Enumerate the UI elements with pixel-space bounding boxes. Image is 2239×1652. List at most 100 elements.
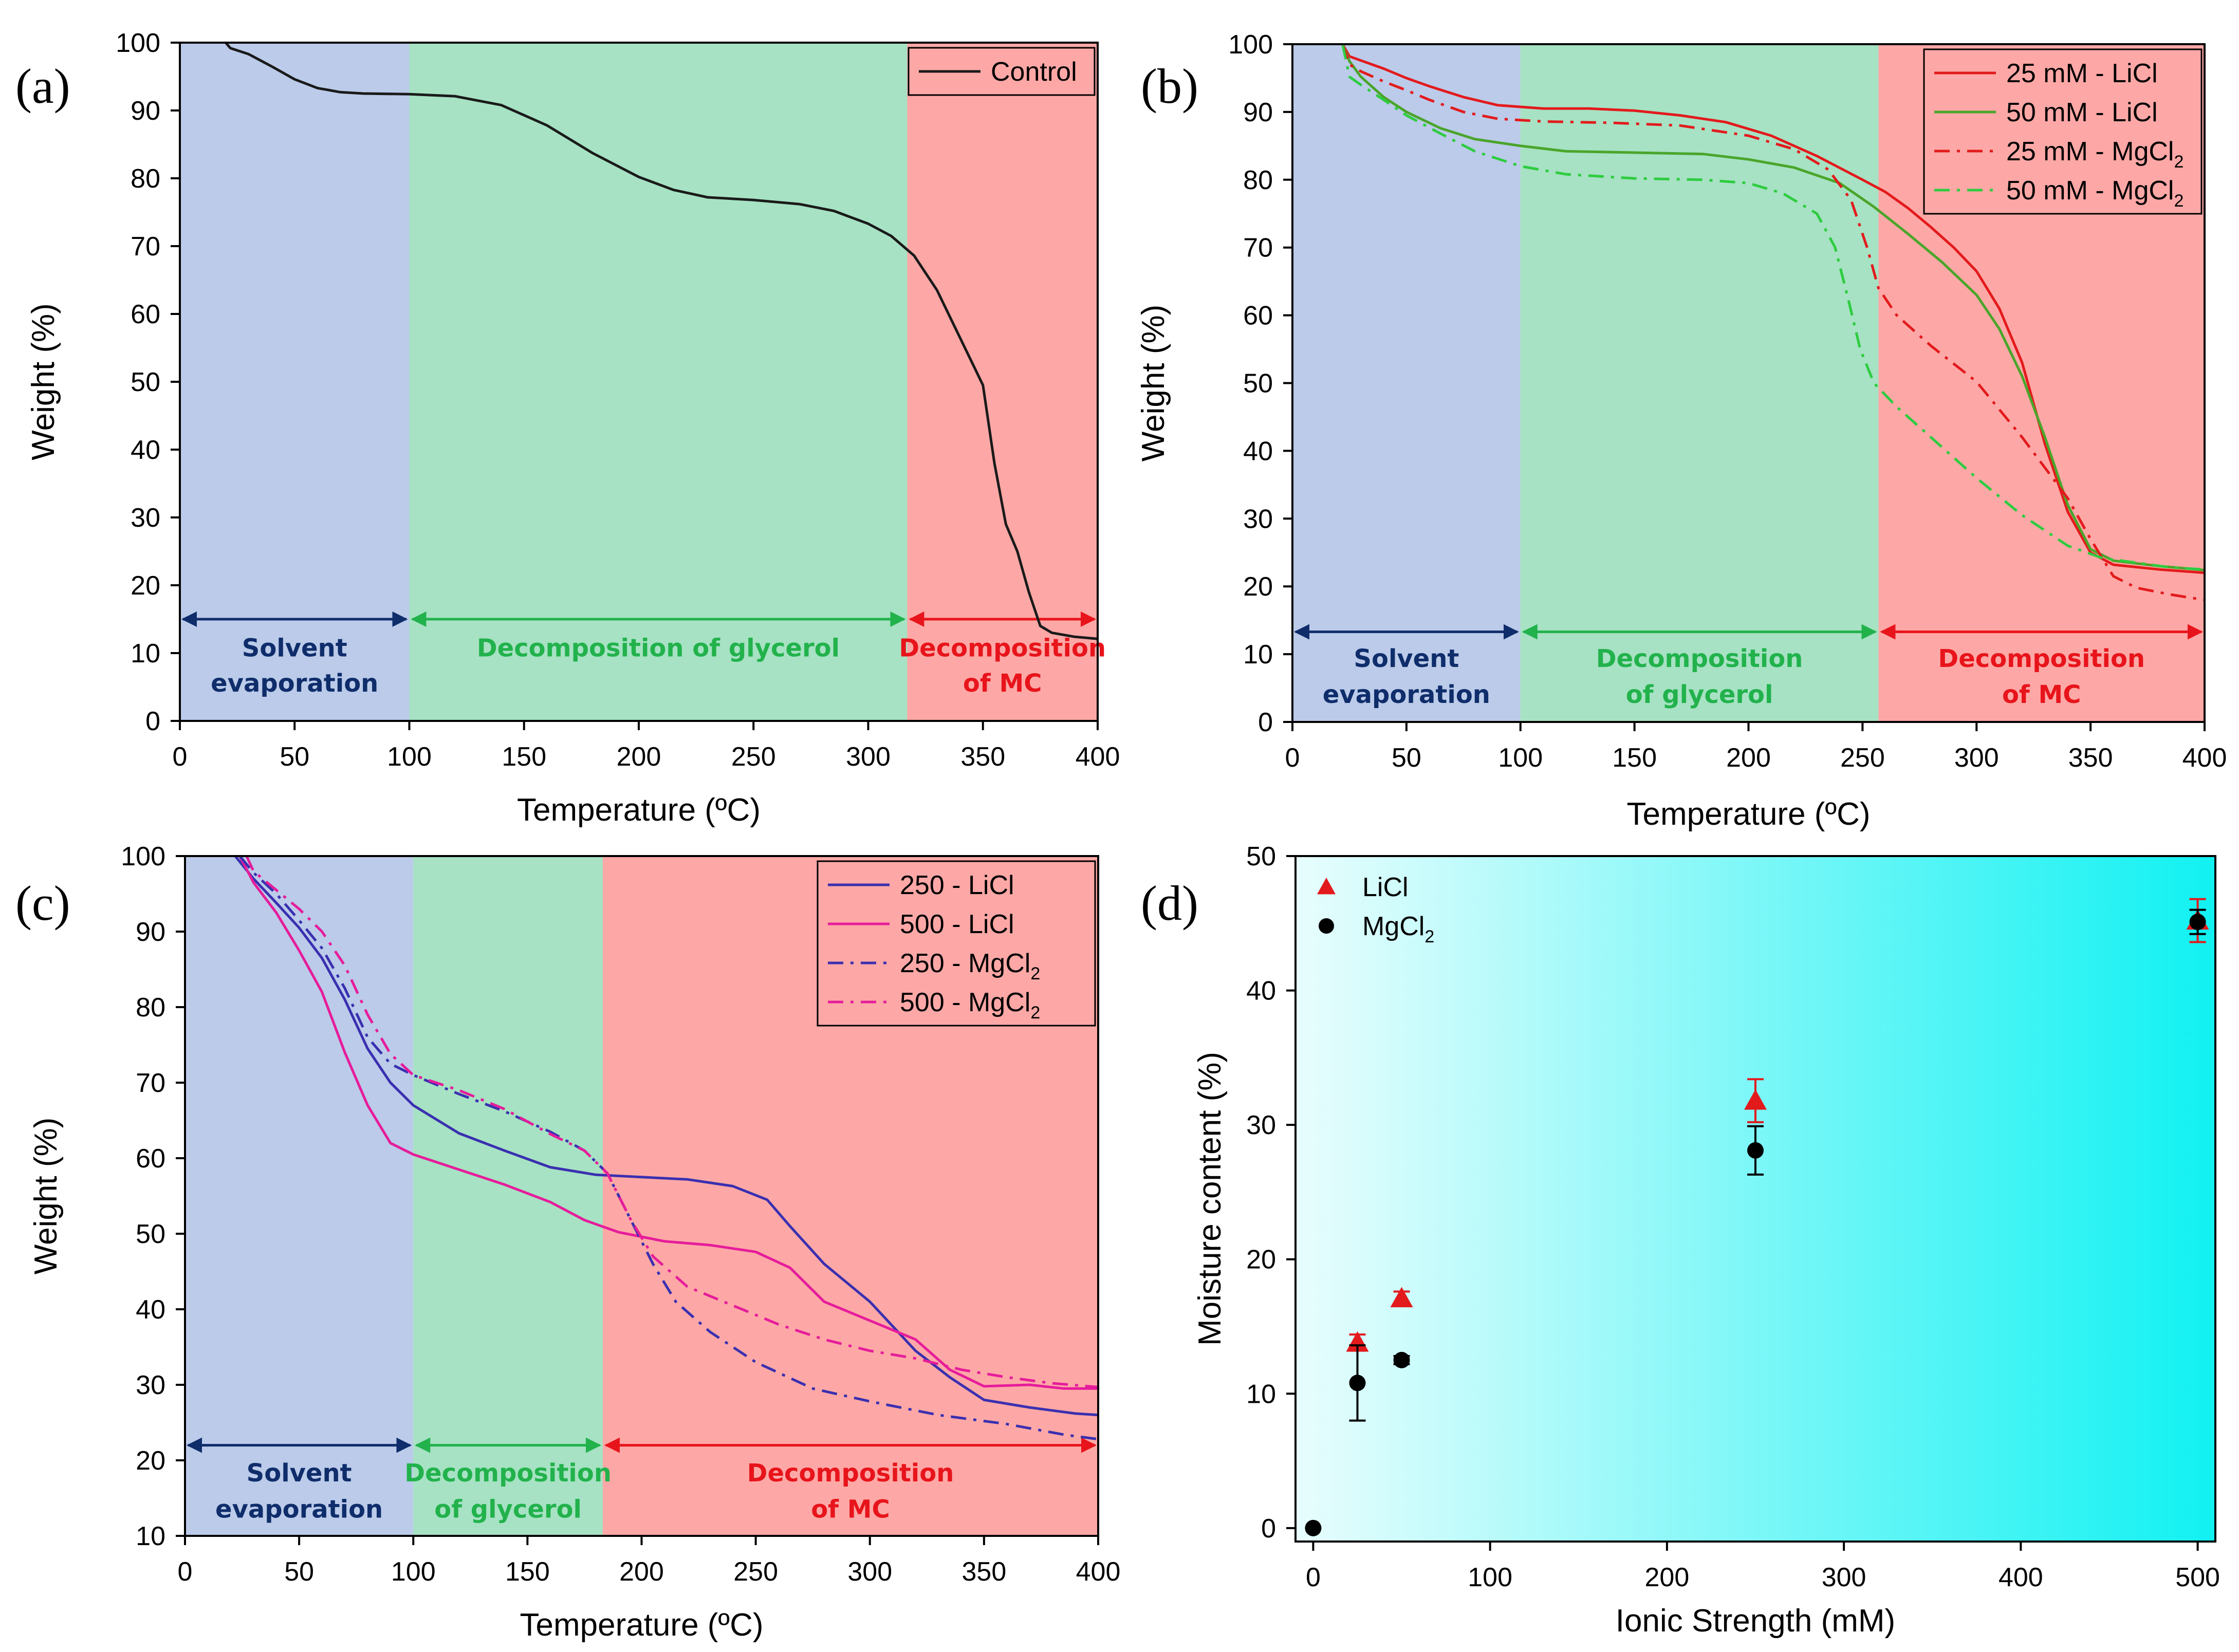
- legend-label-text: 50 mM - MgCl: [2006, 176, 2174, 206]
- legend-label: 50 mM - MgCl2: [2006, 176, 2184, 211]
- legend-label: LiCl: [1362, 873, 1409, 902]
- panel-a-weight-chart: Solvent evaporation Decomposition of glyce…: [15, 28, 1120, 828]
- region-glycerol-label: of glycerol: [1626, 680, 1773, 709]
- x-tick-label: 100: [387, 742, 432, 772]
- series-line-3: [245, 855, 1099, 1388]
- legend-label: 500 - MgCl2: [900, 988, 1040, 1023]
- region-mc-label: Decomposition: [1938, 644, 2145, 673]
- legend-marker-circle: [1319, 918, 1334, 934]
- y-tick-label: 70: [136, 1068, 165, 1098]
- data-point-triangle: [1744, 1089, 1767, 1110]
- region-solvent-label: Solvent: [242, 634, 347, 663]
- legend-box: [1923, 48, 2203, 215]
- x-tick-label: 100: [1468, 1563, 1512, 1592]
- panel-d-moisture-chart: 0 100 200 300 400 500 0 10 20 30 40 50 Ionic Strengt…: [1141, 842, 2220, 1639]
- panel-letter: (a): [15, 59, 70, 114]
- legend-label-subscript: 2: [2174, 152, 2184, 172]
- y-tick-label: 30: [1243, 504, 1273, 534]
- series-line-0: [234, 855, 1099, 1417]
- region-mc-background: [907, 43, 1098, 721]
- plot-frame: [1294, 855, 2216, 1543]
- x-tick-label: 50: [284, 1557, 314, 1587]
- y-tick-label: 30: [1246, 1110, 1276, 1140]
- y-tick-label: 50: [1243, 369, 1273, 399]
- x-axis-title: Temperature (ºC): [520, 1607, 764, 1643]
- legend-label: Control: [991, 57, 1077, 87]
- y-tick-label: 100: [116, 28, 160, 58]
- legend-label-text: 250 - LiCl: [900, 870, 1014, 900]
- y-tick-label: 10: [1243, 640, 1273, 670]
- x-tick-label: 400: [1076, 742, 1120, 772]
- legend-box: [908, 47, 1096, 96]
- x-tick-label: 100: [391, 1557, 436, 1587]
- legend-box: [817, 860, 1096, 1027]
- y-tick-label: 70: [131, 232, 160, 262]
- series-line-2: [1341, 44, 2205, 602]
- region-solvent-background: [185, 856, 414, 1536]
- y-tick-label: 80: [131, 164, 160, 194]
- y-axis-title: Moisture content (%): [1192, 1052, 1228, 1346]
- region-mc-label: of MC: [2002, 680, 2081, 709]
- legend-label-text: 25 mM - MgCl: [2006, 137, 2174, 166]
- y-axis-title: Weight (%): [26, 303, 61, 460]
- panel-letter: (c): [15, 876, 70, 931]
- x-tick-label: 250: [733, 1557, 778, 1587]
- region-glycerol-background: [1520, 44, 1879, 722]
- y-tick-label: 10: [1246, 1379, 1276, 1409]
- x-tick-label: 200: [619, 1557, 664, 1587]
- y-tick-label: 40: [1246, 976, 1276, 1006]
- legend-label: 250 - LiCl: [900, 870, 1014, 900]
- x-tick-label: 500: [2175, 1563, 2220, 1592]
- region-glycerol-label: of glycerol: [434, 1495, 582, 1524]
- x-tick-label: 250: [1840, 743, 1885, 773]
- y-tick-label: 10: [136, 1521, 165, 1551]
- plot-gradient-background: [1296, 856, 2215, 1542]
- x-axis-title: Ionic Strength (mM): [1616, 1603, 1895, 1639]
- data-point-triangle: [1390, 1287, 1413, 1308]
- region-glycerol-label: Decomposition: [1596, 644, 1803, 673]
- region-mc-background: [1878, 44, 2205, 722]
- x-tick-label: 150: [1612, 743, 1657, 773]
- y-tick-label: 80: [136, 993, 165, 1023]
- region-mc-label: Decomposition: [899, 634, 1106, 663]
- data-point-circle: [1393, 1351, 1410, 1368]
- region-solvent-background: [180, 43, 410, 721]
- series-line-3: [1341, 44, 2205, 571]
- y-tick-label: 80: [1243, 165, 1273, 195]
- y-tick-label: 60: [1243, 301, 1273, 331]
- legend-label-subscript: 2: [1424, 927, 1434, 946]
- y-tick-label: 40: [131, 435, 160, 465]
- legend-marker-triangle: [1317, 878, 1336, 895]
- x-tick-label: 50: [1392, 743, 1421, 773]
- region-solvent-background: [1292, 44, 1521, 722]
- y-tick-label: 0: [1258, 708, 1273, 737]
- legend-label-text: LiCl: [1362, 873, 1409, 902]
- x-tick-label: 150: [502, 742, 546, 772]
- y-tick-label: 50: [136, 1219, 165, 1249]
- region-mc-background: [602, 856, 1098, 1536]
- panel-c-weight-chart: Solvent evaporation Decomposition of glycer…: [15, 842, 1120, 1643]
- y-tick-label: 100: [1228, 30, 1273, 60]
- x-tick-label: 100: [1498, 743, 1543, 773]
- y-tick-label: 30: [131, 503, 160, 533]
- y-tick-label: 90: [1243, 98, 1273, 127]
- legend-label-text: 500 - MgCl: [900, 988, 1030, 1017]
- region-glycerol-background: [413, 856, 603, 1536]
- region-solvent-label: Solvent: [247, 1459, 352, 1488]
- legend-label-text: 25 mM - LiCl: [2006, 59, 2158, 88]
- legend-label: 500 - LiCl: [900, 909, 1014, 939]
- y-tick-label: 90: [136, 917, 165, 947]
- x-tick-label: 0: [1285, 743, 1300, 773]
- data-point-circle: [1305, 1519, 1322, 1536]
- region-mc-label: of MC: [811, 1495, 890, 1524]
- y-tick-label: 20: [1246, 1245, 1276, 1275]
- region-glycerol-background: [409, 43, 908, 721]
- y-tick-label: 20: [131, 571, 160, 601]
- panel-letter: (d): [1141, 876, 1198, 931]
- legend-label: 50 mM - LiCl: [2006, 98, 2158, 127]
- y-tick-label: 50: [131, 367, 160, 397]
- x-tick-label: 400: [2182, 743, 2227, 773]
- legend-label-text: 250 - MgCl: [900, 949, 1030, 978]
- region-solvent-label: evaporation: [215, 1495, 383, 1524]
- region-glycerol-label: Decomposition: [404, 1459, 612, 1488]
